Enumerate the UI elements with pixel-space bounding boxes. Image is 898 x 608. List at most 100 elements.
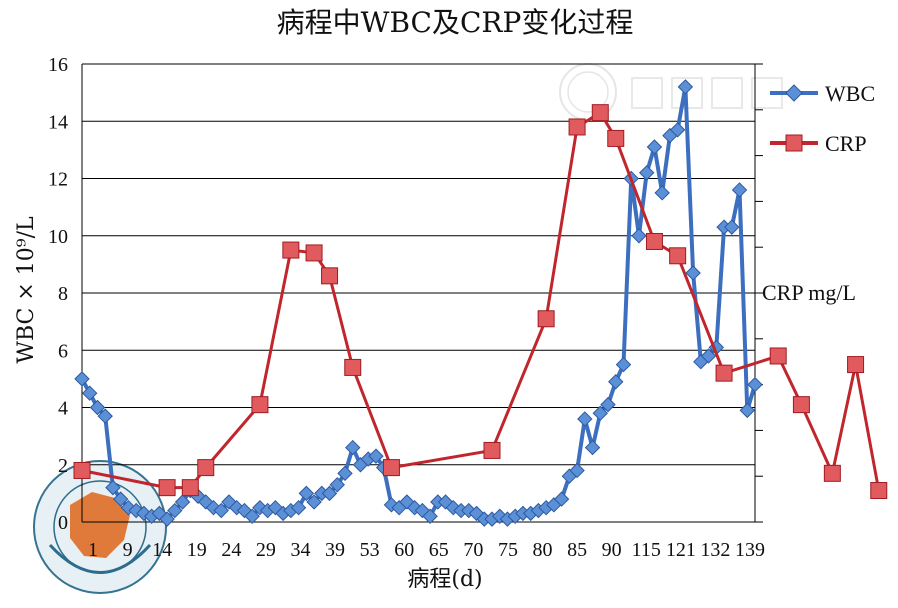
y-tick-label: 10 <box>48 226 68 248</box>
y-tick-label: 4 <box>58 398 68 420</box>
crp-point <box>344 358 362 376</box>
crp-point <box>382 459 400 477</box>
crp-series-line <box>81 111 881 491</box>
wbc-point <box>97 408 113 424</box>
crp-point <box>669 247 687 265</box>
crp-point <box>483 441 501 459</box>
y-tick-label: 2 <box>58 455 68 477</box>
wbc-point <box>112 491 129 507</box>
wbc-point <box>646 139 663 155</box>
wbc-point <box>677 79 694 95</box>
crp-point <box>847 356 865 374</box>
y-tick-label: 6 <box>58 340 68 362</box>
wbc-point <box>685 265 701 281</box>
wbc-point <box>654 185 670 201</box>
crp-point <box>197 459 215 477</box>
gridlines <box>82 63 755 523</box>
x-tick-label: 121 <box>666 539 696 561</box>
x-tick-label: 39 <box>325 539 345 561</box>
x-tick-label: 53 <box>360 539 380 561</box>
x-tick-label: 1 <box>88 539 98 561</box>
wbc-point <box>174 494 191 510</box>
wbc-point <box>337 465 353 482</box>
y-axis-label: WBC × 10⁹/L <box>14 216 39 364</box>
x-tick-label: 19 <box>187 539 207 561</box>
axes <box>81 63 763 523</box>
wbc-point <box>290 499 307 516</box>
x-tick-labels: 1 9 14 19 24 29 34 39 53 60 65 70 75 80 85 90 115 121 132 1… <box>88 539 765 561</box>
watermark-text <box>631 77 783 109</box>
wbc-point <box>553 491 570 507</box>
y-tick-labels: 0 2 4 6 8 10 12 14 16 <box>48 54 68 534</box>
x-axis-label: 病程(d) <box>407 567 482 592</box>
x-tick-label: 80 <box>533 539 553 561</box>
y-tick-label: 14 <box>48 111 68 133</box>
crp-point <box>715 364 733 382</box>
wbc-point <box>638 165 655 181</box>
wbc-point <box>669 122 686 138</box>
wbc-point <box>445 499 462 516</box>
wbc-point <box>569 462 585 479</box>
wbc-point <box>205 499 222 516</box>
crp-point <box>305 244 323 262</box>
wbc-point <box>298 485 315 502</box>
wbc-point <box>159 511 175 527</box>
x-tick-label: 132 <box>700 539 730 561</box>
y-tick-label: 0 <box>58 512 68 534</box>
wbc-point <box>321 485 338 502</box>
wbc-point <box>252 499 268 516</box>
crp-point <box>321 267 339 285</box>
x-tick-label: 85 <box>567 539 587 561</box>
wbc-point <box>584 439 601 456</box>
wbc-point <box>368 448 384 464</box>
crp-point <box>568 118 586 136</box>
x-tick-label: 70 <box>463 539 483 561</box>
x-tick-label: 34 <box>290 539 310 561</box>
x-tick-label: 90 <box>602 539 622 561</box>
crp-point <box>158 479 176 497</box>
series-layer <box>73 79 888 527</box>
legend-label-wbc: WBC <box>825 81 875 106</box>
wbc-point <box>213 502 229 519</box>
wbc-point <box>244 508 260 524</box>
wbc-point <box>345 439 361 456</box>
x-tick-label: 24 <box>221 539 241 561</box>
wbc-point <box>461 502 477 519</box>
wbc-point <box>615 356 632 373</box>
x-tick-label: 65 <box>429 539 449 561</box>
wbc-point <box>120 499 137 516</box>
wbc-point <box>631 228 647 244</box>
wbc-point <box>229 499 245 516</box>
crp-point <box>251 396 269 414</box>
wbc-point <box>82 385 98 401</box>
crp-point <box>73 461 91 479</box>
wbc-point <box>731 182 748 198</box>
y-tick-label: 12 <box>48 169 68 191</box>
crp-point <box>282 241 300 259</box>
y-tick-label: 16 <box>48 54 68 76</box>
wbc-point <box>105 479 121 496</box>
legend: WBC CRP <box>770 81 875 156</box>
crp-point <box>792 396 810 414</box>
wbc-point <box>724 219 740 235</box>
legend-item-wbc: WBC <box>770 81 875 106</box>
x-tick-label: 9 <box>123 539 133 561</box>
wbc-point <box>739 402 755 419</box>
crp-point <box>870 482 888 500</box>
cma-logo <box>33 460 167 594</box>
wbc-point <box>422 508 438 524</box>
y-tick-label: 8 <box>58 283 68 305</box>
crp-point <box>769 347 787 365</box>
wbc-point <box>406 499 423 516</box>
crp-point <box>823 464 841 482</box>
wbc-point <box>167 502 183 519</box>
wbc-point <box>577 411 593 427</box>
legend-item-crp: CRP <box>770 131 867 156</box>
wbc-point <box>89 399 106 416</box>
legend-label-crp: CRP <box>825 131 867 156</box>
x-tick-label: 139 <box>735 539 765 561</box>
wbc-point <box>592 405 608 421</box>
crp-point <box>181 479 199 497</box>
x-tick-label: 60 <box>394 539 414 561</box>
